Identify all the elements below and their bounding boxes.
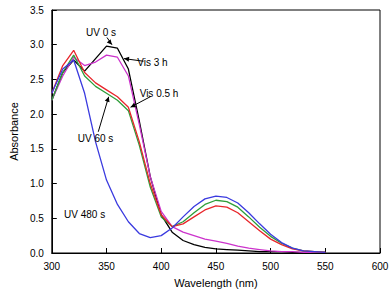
svg-text:300: 300 [43,261,60,272]
svg-text:2.0: 2.0 [30,109,44,120]
svg-text:UV 0 s: UV 0 s [86,27,116,38]
svg-text:0.0: 0.0 [30,248,44,259]
svg-text:350: 350 [98,261,115,272]
svg-text:450: 450 [208,261,225,272]
svg-text:Vis 3 h: Vis 3 h [137,57,167,68]
svg-text:UV 480 s: UV 480 s [64,209,105,220]
svg-text:Vis 0.5 h: Vis 0.5 h [140,88,179,99]
svg-text:2.5: 2.5 [30,74,44,85]
svg-text:Wavelength (nm): Wavelength (nm) [174,277,257,289]
svg-text:1.5: 1.5 [30,143,44,154]
svg-text:3.5: 3.5 [30,5,44,16]
svg-text:500: 500 [262,261,279,272]
svg-text:Absorbance: Absorbance [8,102,20,161]
svg-text:1.0: 1.0 [30,178,44,189]
svg-text:600: 600 [372,261,389,272]
svg-text:400: 400 [153,261,170,272]
svg-text:550: 550 [317,261,334,272]
svg-text:3.0: 3.0 [30,39,44,50]
svg-text:UV 60 s: UV 60 s [78,133,114,144]
svg-text:0.5: 0.5 [30,213,44,224]
